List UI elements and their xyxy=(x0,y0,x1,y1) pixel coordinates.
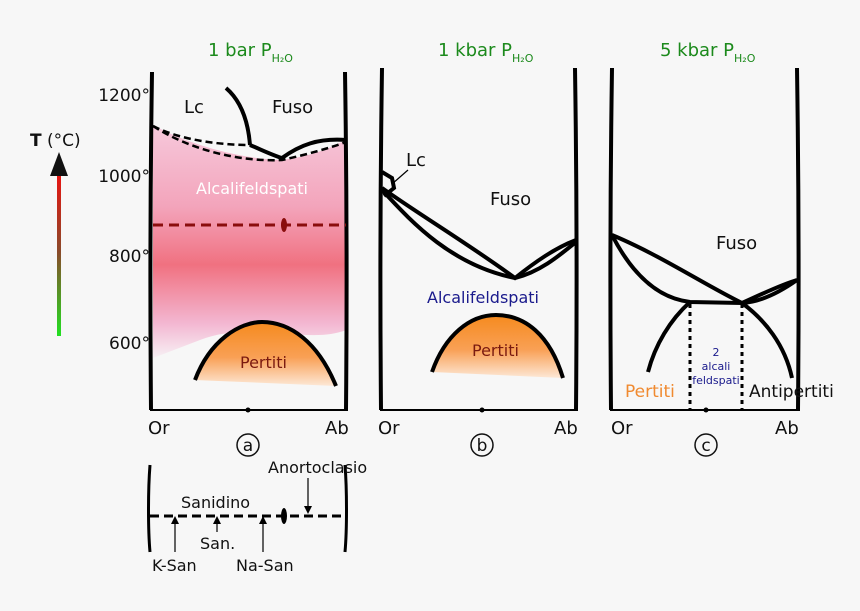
tick-mark-b xyxy=(479,407,485,413)
solvus-left-c xyxy=(646,300,692,373)
leucite-boundary-a xyxy=(152,124,251,147)
liquidus-a xyxy=(224,86,252,146)
panel-marker-b-circle xyxy=(470,433,494,457)
alkali-feldspar-field-a xyxy=(153,125,346,358)
liquidus-right-a xyxy=(249,137,347,161)
frame-right-a xyxy=(343,71,349,411)
tick-1000: 1000° xyxy=(98,167,150,187)
frame-right-c xyxy=(795,67,801,411)
or-label-c: Or xyxy=(611,418,633,439)
y-tick-labels: 1200° 1000° 800° 600° xyxy=(98,86,150,354)
panel-marker-c: c xyxy=(701,436,710,456)
arrow-up-icon-nasan xyxy=(259,516,267,524)
arrow-up-icon-ksan xyxy=(171,516,179,524)
solidus-a xyxy=(152,124,347,162)
fuso-label-c: Fuso xyxy=(716,233,757,254)
temperature-gradient-arrow xyxy=(57,168,61,336)
san-label: San. xyxy=(200,534,235,553)
lc-label-b: Lc xyxy=(406,150,426,171)
sanidino-label: Sanidino xyxy=(181,493,250,512)
panel-c: Fuso 2 alcali feldspati Pertiti Antipert… xyxy=(608,67,834,457)
antipertiti-label-c: Antipertiti xyxy=(749,382,834,402)
scale-marker xyxy=(281,508,287,524)
scale-right-bracket xyxy=(343,464,348,553)
fuso-label-b: Fuso xyxy=(490,189,531,210)
panel-marker-a: a xyxy=(243,436,253,456)
two-label-c: 2 xyxy=(713,346,720,359)
frame-left-c xyxy=(608,67,614,411)
alcali-label-a: Alcalifeldspati xyxy=(196,179,308,198)
alcali-label-c: alcali xyxy=(702,360,731,373)
title-panel-a: 1 bar PH₂O xyxy=(208,40,293,65)
tick-800: 800° xyxy=(109,247,150,267)
panel-marker-c-circle xyxy=(694,433,718,457)
temperature-unit: (°C) xyxy=(47,131,81,151)
arrow-down-icon xyxy=(304,506,312,514)
panel-a: Lc Fuso Alcalifeldspati Pertiti Or Ab a xyxy=(148,71,349,457)
tick-mark-c xyxy=(703,407,709,413)
panel-b: Lc Fuso Alcalifeldspati Pertiti Or Ab b xyxy=(378,67,579,457)
or-label-a: Or xyxy=(148,418,170,439)
ab-label-c: Ab xyxy=(775,418,799,439)
frame-left-a xyxy=(148,71,154,411)
liquidus-b xyxy=(380,186,577,281)
fuso-label-a: Fuso xyxy=(272,97,313,118)
scale-left-bracket xyxy=(147,464,152,553)
or-label-b: Or xyxy=(378,418,400,439)
tick-mark-a xyxy=(245,407,251,413)
temperature-symbol: T xyxy=(30,131,42,151)
solvus-curve-a xyxy=(193,319,338,387)
temperature-axis-indicator: T (°C) xyxy=(30,131,81,336)
pertiti-label-b: Pertiti xyxy=(472,341,519,360)
solvus-right-c xyxy=(740,301,794,379)
lc-pointer-b xyxy=(391,169,409,185)
tick-1200: 1200° xyxy=(98,86,150,106)
panel-marker-b: b xyxy=(477,436,488,456)
alcali-label-b: Alcalifeldspati xyxy=(427,288,539,307)
title-panel-b: 1 kbar PH₂O xyxy=(438,40,534,65)
pertiti-label-c: Pertiti xyxy=(625,382,675,402)
panel-marker-a-circle xyxy=(236,433,260,457)
ab-label-a: Ab xyxy=(325,418,349,439)
tick-600: 600° xyxy=(109,334,150,354)
ksan-label: K-San xyxy=(152,556,197,575)
arrow-up-icon-san xyxy=(213,516,221,524)
transition-marker-a xyxy=(281,218,287,232)
perthite-field-b xyxy=(432,315,563,378)
solidus-b xyxy=(380,188,578,281)
arrow-up-icon xyxy=(50,152,68,176)
title-panel-c: 5 kbar PH₂O xyxy=(660,40,756,65)
ab-label-b: Ab xyxy=(554,418,578,439)
pertiti-label-a: Pertiti xyxy=(240,353,287,372)
solvus-curve-b xyxy=(430,312,565,379)
frame-right-b xyxy=(573,67,579,411)
sanidine-scale: Sanidino Anortoclasio K-San San. Na-San xyxy=(147,458,367,575)
frame-left-b xyxy=(378,67,384,411)
feldspati-label-c: feldspati xyxy=(692,374,740,387)
lc-label-a: Lc xyxy=(184,97,204,118)
nasan-label: Na-San xyxy=(236,556,294,575)
anortoclasio-label: Anortoclasio xyxy=(268,458,367,477)
liquidus-c xyxy=(611,233,798,306)
